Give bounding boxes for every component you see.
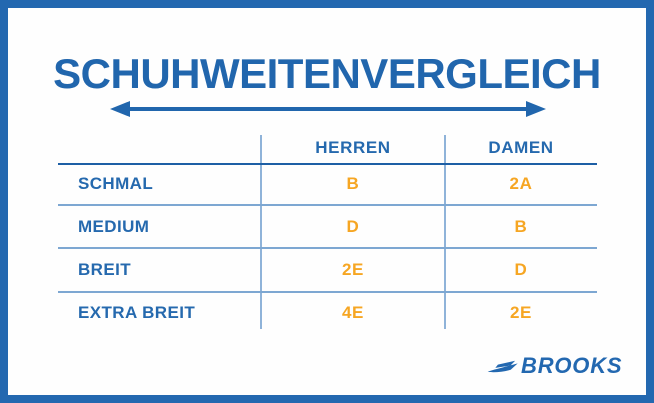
damen-value: 2E [510,303,532,322]
column-header-damen: DAMEN [488,138,554,157]
table-header-row: HERREN DAMEN [8,136,646,160]
row-label: MEDIUM [78,217,150,236]
row-separator [58,204,597,206]
page-title: SCHUHWEITENVERGLEICH [53,50,601,97]
damen-value: B [514,217,528,236]
column-divider [260,135,262,329]
damen-value: D [514,260,528,279]
row-separator [58,291,597,293]
table-row: EXTRA BREIT 4E 2E [8,301,646,325]
table-row: MEDIUM D B [8,215,646,239]
column-header-herren: HERREN [315,138,391,157]
table-row: BREIT 2E D [8,258,646,282]
column-divider [444,135,446,329]
herren-value: B [346,174,360,193]
double-arrow-icon [110,101,546,117]
brooks-logo: BROOKS [487,352,637,384]
row-separator [58,247,597,249]
brooks-chevron-icon [487,360,518,373]
damen-value: 2A [509,174,533,193]
row-label: EXTRA BREIT [78,303,196,322]
brooks-wordmark: BROOKS [521,353,623,378]
herren-value: 4E [342,303,364,322]
row-label: BREIT [78,260,131,279]
header-underline [58,163,597,165]
table-row: SCHMAL B 2A [8,172,646,196]
row-label: SCHMAL [78,174,154,193]
herren-value: 2E [342,260,364,279]
herren-value: D [346,217,360,236]
